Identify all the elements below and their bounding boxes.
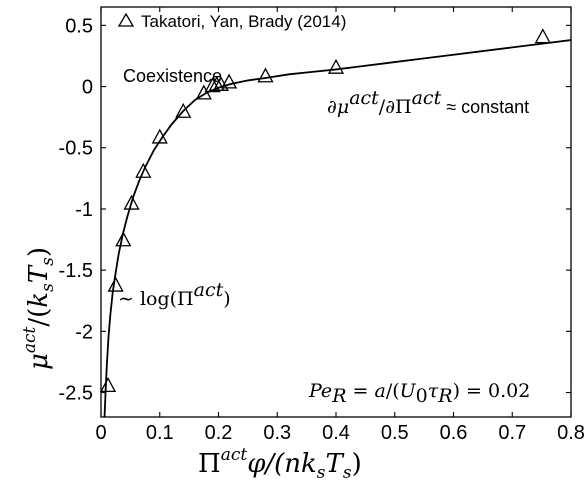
y-axis-ticks: 0.5 0 -0.5 -1 -1.5 -2 -2.5 <box>59 15 571 405</box>
x-axis-label: Πactφ/(nksTs) <box>198 445 362 483</box>
data-point-triangle <box>151 128 168 144</box>
y-tick-label: -2.5 <box>59 383 93 405</box>
y-axis-label: μact/(ksTs) <box>20 247 58 370</box>
data-point-triangle <box>99 377 117 393</box>
x-tick-label: 0.1 <box>146 422 174 444</box>
data-point-triangle <box>327 58 345 74</box>
x-tick-label: 0.6 <box>440 422 468 444</box>
x-axis-ticks: 0 0.1 0.2 0.3 0.4 0.5 0.6 0.7 0.8 <box>95 7 585 444</box>
y-tick-label: -1 <box>75 199 93 221</box>
x-tick-label: 0.8 <box>557 422 585 444</box>
data-point-triangle <box>257 67 274 83</box>
legend: Takatori, Yan, Brady (2014) <box>117 12 346 31</box>
data-point-triangle <box>107 276 124 292</box>
slope-annotation: ∂μact/∂Πact ≈ constant <box>327 87 529 118</box>
peclet-annotation: PeR = a/(U0τR) = 0.02 <box>308 380 530 407</box>
x-tick-label: 0.4 <box>322 422 350 444</box>
x-tick-label: 0.3 <box>263 422 291 444</box>
data-point-triangle <box>220 73 238 89</box>
data-point-triangle <box>115 231 132 247</box>
data-point-triangle <box>195 84 212 100</box>
fit-curve <box>103 39 571 417</box>
y-tick-label: -1.5 <box>59 260 93 282</box>
x-tick-label: 0.5 <box>381 422 409 444</box>
fit-curve-layer <box>103 39 571 417</box>
data-point-triangle <box>534 28 551 44</box>
y-tick-label: 0 <box>82 77 93 99</box>
log-annotation: ∼ log(Πact) <box>118 279 231 310</box>
coexistence-annotation: Coexistence <box>123 66 222 86</box>
y-tick-label: -2 <box>75 321 93 343</box>
legend-marker-triangle <box>117 12 135 27</box>
data-point-triangle <box>175 102 192 118</box>
data-point-triangle <box>123 194 140 210</box>
x-tick-label: 0.2 <box>205 422 233 444</box>
x-tick-label: 0 <box>95 422 106 444</box>
data-markers <box>99 28 551 393</box>
y-tick-label: -0.5 <box>59 138 93 160</box>
x-tick-label: 0.7 <box>498 422 526 444</box>
y-tick-label: 0.5 <box>65 15 93 37</box>
legend-label: Takatori, Yan, Brady (2014) <box>141 12 346 31</box>
data-point-triangle <box>135 162 152 178</box>
